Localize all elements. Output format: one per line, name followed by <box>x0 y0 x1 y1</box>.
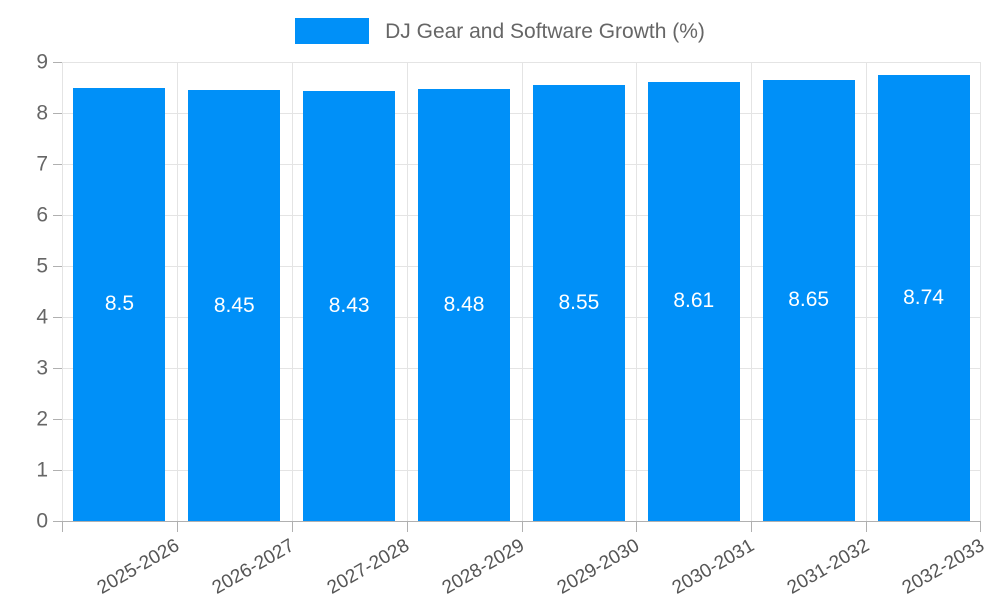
x-axis-tick <box>406 521 408 532</box>
y-axis-tick <box>53 521 62 522</box>
bar-value-label: 8.74 <box>903 286 944 310</box>
bar-value-label: 8.43 <box>328 294 370 318</box>
x-axis-label: 2026-2027 <box>209 535 299 599</box>
legend-label-dj-gear-and-software-growth: DJ Gear and Software Growth (%) <box>385 19 705 43</box>
x-gridline <box>980 62 981 521</box>
y-axis-labels: 0 1 2 3 4 5 6 7 8 9 <box>0 0 48 600</box>
y-axis-label: 5 <box>36 254 48 278</box>
x-axis-tick <box>866 521 868 532</box>
y-axis-tick <box>53 419 62 420</box>
y-axis-tick <box>53 470 62 471</box>
bar[interactable]: 8.74 <box>877 75 970 521</box>
bar-value-label: 8.45 <box>213 293 255 317</box>
y-axis-label: 0 <box>36 509 48 533</box>
y-axis-label: 8 <box>36 101 48 125</box>
x-gridline <box>291 62 293 521</box>
bar-value-label: 8.55 <box>558 290 600 314</box>
x-axis-tick <box>291 521 293 532</box>
bar[interactable]: 8.55 <box>532 84 625 521</box>
x-axis-tick <box>62 521 63 532</box>
x-axis-label: 2027-2028 <box>323 535 414 599</box>
y-axis-label: 7 <box>36 152 48 176</box>
x-axis-tick <box>521 521 523 532</box>
x-gridline <box>521 62 523 521</box>
bar[interactable]: 8.43 <box>303 91 396 521</box>
y-axis-label: 1 <box>36 458 48 482</box>
x-axis-label: 2031-2032 <box>783 535 873 599</box>
y-axis-label: 6 <box>36 203 48 227</box>
legend-swatch-dj-gear-and-software-growth <box>295 18 370 44</box>
bar-value-label: 8.61 <box>673 289 715 313</box>
x-gridline <box>636 62 638 521</box>
y-axis-tick <box>53 164 62 165</box>
x-axis-label: 2029-2030 <box>553 535 643 599</box>
y-axis-label: 9 <box>36 50 48 74</box>
x-axis-label: 2028-2029 <box>438 535 529 599</box>
y-axis-label: 4 <box>36 305 48 329</box>
x-axis-label: 2025-2026 <box>94 535 184 599</box>
bar[interactable]: 8.65 <box>762 79 855 521</box>
bar-value-label: 8.48 <box>443 292 485 316</box>
x-gridline <box>406 62 408 521</box>
x-gridline <box>866 62 868 521</box>
bar[interactable]: 8.45 <box>188 90 281 521</box>
x-gridline <box>62 62 63 521</box>
y-axis-tick <box>53 113 62 114</box>
x-axis-label: 2032-2033 <box>898 535 988 599</box>
bar[interactable]: 8.5 <box>73 87 166 521</box>
x-axis-tick <box>176 521 178 532</box>
y-axis-label: 3 <box>36 356 48 380</box>
x-axis-tick <box>636 521 638 532</box>
y-axis-tick <box>53 215 62 216</box>
y-axis-tick <box>53 266 62 267</box>
y-axis-label: 2 <box>36 407 48 431</box>
bar[interactable]: 8.61 <box>647 81 740 521</box>
y-axis-tick <box>53 62 62 63</box>
chart-legend: DJ Gear and Software Growth (%) <box>0 14 1000 48</box>
x-gridline <box>176 62 178 521</box>
bar[interactable]: 8.48 <box>418 88 510 521</box>
x-axis-label: 2030-2031 <box>668 535 758 599</box>
y-axis-tick <box>53 368 62 369</box>
x-gridline <box>751 62 753 521</box>
x-axis-tick <box>980 521 981 532</box>
plot-area: 8.5 8.45 8.43 8.48 8.55 8.61 8.65 8.74 <box>62 62 981 522</box>
bar-value-label: 8.65 <box>788 288 830 312</box>
bar-value-label: 8.5 <box>104 292 135 316</box>
x-axis-tick <box>751 521 753 532</box>
y-axis-tick <box>53 317 62 318</box>
